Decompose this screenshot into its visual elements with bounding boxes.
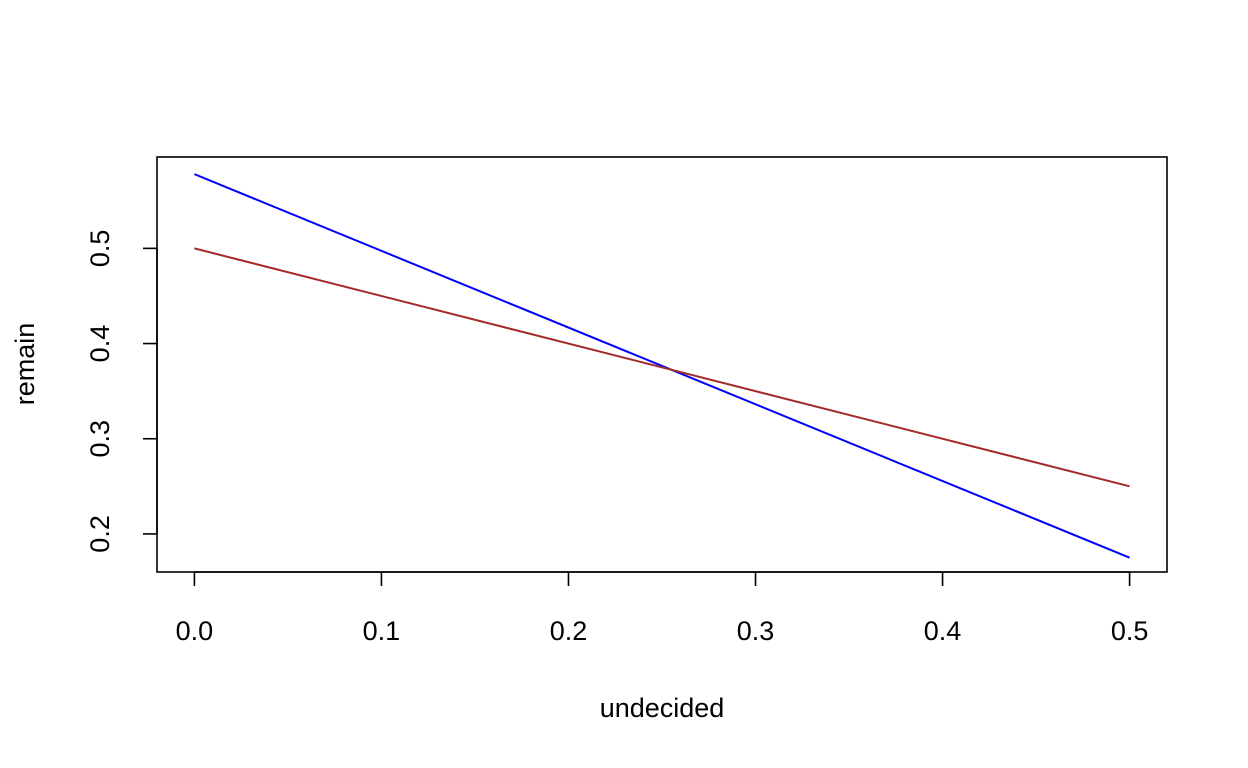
- y-tick-label: 0.4: [85, 325, 115, 363]
- series-layer: [194, 173, 1130, 559]
- x-tick-label: 0.3: [737, 616, 775, 646]
- y-tick-label: 0.5: [85, 230, 115, 268]
- x-tick-label: 0.2: [550, 616, 588, 646]
- y-axis-title: remain: [10, 323, 40, 406]
- x-tick-label: 0.1: [363, 616, 401, 646]
- series-line-1: [194, 173, 1130, 559]
- y-tick-label: 0.3: [85, 420, 115, 458]
- x-axis: 0.0 0.1 0.2 0.3 0.4 0.5: [176, 571, 1149, 646]
- x-tick-label: 0.0: [176, 616, 214, 646]
- x-axis-title: undecided: [600, 693, 725, 723]
- y-tick-label: 0.2: [85, 515, 115, 553]
- x-tick-label: 0.4: [924, 616, 962, 646]
- x-tick-label: 0.5: [1111, 616, 1149, 646]
- y-axis: 0.2 0.3 0.4 0.5: [85, 230, 158, 553]
- series-line-2: [194, 247, 1130, 488]
- plot-area-frame: [156, 156, 1168, 573]
